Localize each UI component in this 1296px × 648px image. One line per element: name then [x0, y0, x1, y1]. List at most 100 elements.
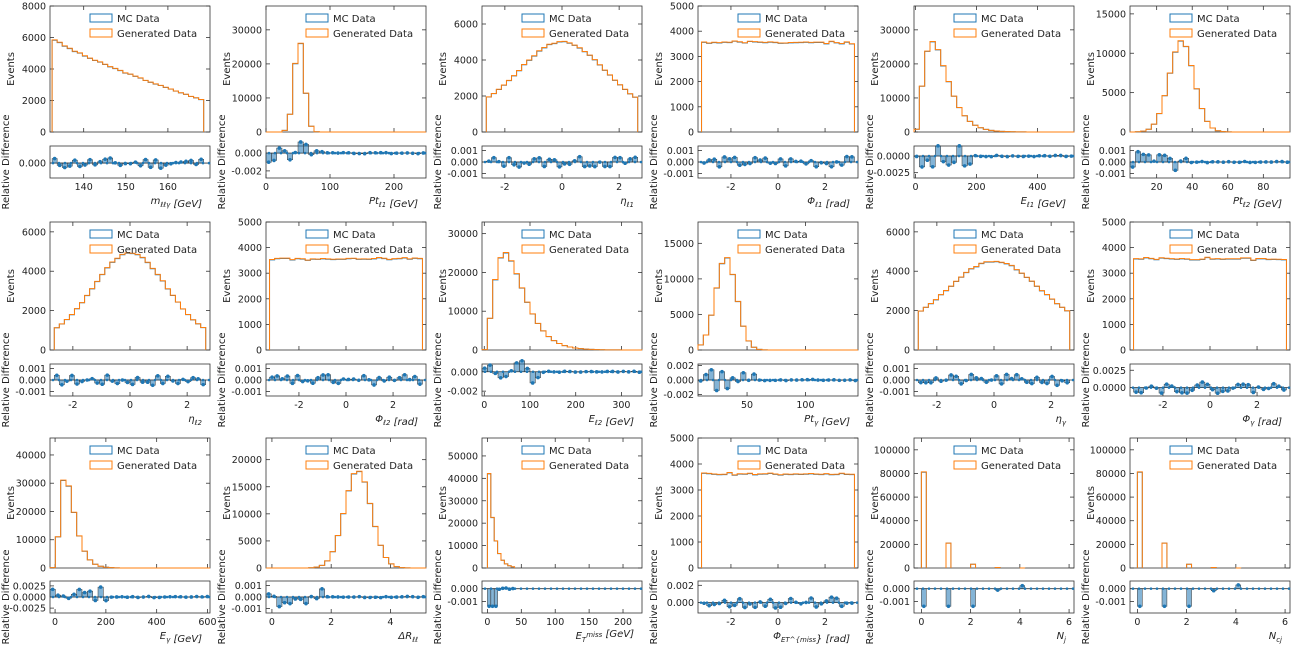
main-plot-frame	[265, 221, 427, 351]
ratio-point	[298, 597, 303, 602]
ratio-point	[176, 381, 180, 386]
ratio-point	[814, 605, 819, 609]
ratio-point-trail	[105, 378, 109, 382]
legend-label-mc: MC Data	[1197, 446, 1240, 457]
y-tick-label: 1000	[238, 320, 262, 331]
ratio-point-trail	[723, 378, 727, 382]
ratio-point-trail	[597, 587, 601, 590]
ratio-point	[1248, 160, 1252, 165]
ratio-point	[384, 594, 388, 599]
legend-swatch-generated	[1169, 460, 1193, 470]
ratio-point	[1173, 168, 1178, 173]
y-tick-label: 1000	[1102, 320, 1126, 331]
ratio-point-trail	[1011, 587, 1015, 590]
y-tick-label: 3000	[1102, 269, 1126, 280]
y-tick-label: 20000	[16, 507, 46, 518]
chart-panel-15: 0 10000 20000 30000 40000 50000 Events MC Data G…	[433, 437, 643, 645]
ratio-y-tick-label: 0.000	[19, 376, 46, 387]
ratio-point-trail	[915, 378, 919, 382]
y-axis-label-events: Events	[222, 486, 233, 520]
y-tick-label: 10000	[448, 541, 478, 552]
ratio-point-trail	[417, 378, 421, 382]
ratio-point-trail	[489, 370, 493, 374]
ratio-point-trail	[729, 378, 733, 382]
ratio-point-trail	[921, 378, 925, 382]
main-plot-frame	[49, 437, 211, 569]
ratio-point-trail	[933, 587, 937, 590]
ratio-point-trail	[111, 378, 115, 382]
ratio-point	[773, 378, 778, 383]
chart-panel-7: 0 2000 4000 6000 Events MC Data Generated Data…	[1, 221, 211, 428]
ratio-point	[397, 375, 402, 380]
ratio-point-trail	[1185, 160, 1189, 164]
ratio-point-trail	[567, 587, 571, 590]
ratio-y-tick-label: -0.0025	[873, 168, 910, 179]
ratio-point-trail	[291, 151, 295, 155]
ratio-point	[75, 382, 79, 386]
ratio-point	[125, 380, 130, 385]
ratio-point-trail	[1173, 160, 1177, 164]
ratio-point-trail	[825, 378, 829, 382]
ratio-point	[717, 165, 722, 169]
legend-swatch-mc	[737, 229, 761, 239]
ratio-point	[162, 595, 167, 599]
ratio-point-trail	[195, 378, 199, 382]
ratio-point-trail	[141, 161, 145, 165]
ratio-point	[1146, 153, 1151, 157]
y-axis-label-events: Events	[222, 269, 233, 303]
ratio-point-trail	[933, 378, 937, 382]
y-tick-label: 15000	[232, 482, 262, 493]
ratio-point	[633, 155, 637, 160]
y-tick-label: 0	[1120, 564, 1126, 575]
ratio-point	[839, 604, 844, 609]
x-tick-label: 0	[918, 617, 924, 628]
ratio-point-trail	[405, 595, 409, 599]
ratio-point-trail	[621, 587, 625, 590]
ratio-point-trail	[825, 601, 829, 604]
x-axis-label: Ptℓ2 [GeV]	[1233, 196, 1282, 210]
legend-swatch-mc	[89, 229, 113, 239]
generated-data-histogram	[913, 41, 1074, 133]
ratio-point-trail	[1227, 386, 1231, 389]
ratio-point-trail	[561, 370, 565, 374]
ratio-point-trail	[399, 378, 403, 382]
ratio-point	[522, 161, 526, 165]
ratio-point-trail	[831, 160, 835, 164]
ratio-point	[277, 604, 282, 609]
ratio-point	[920, 165, 924, 169]
ratio-point	[704, 372, 708, 377]
ratio-plot-frame	[481, 580, 643, 614]
ratio-point-trail	[153, 161, 157, 165]
ratio-point	[1169, 384, 1174, 388]
legend-label-mc: MC Data	[549, 230, 592, 241]
ratio-point	[77, 587, 82, 592]
ratio-point	[1019, 377, 1024, 381]
x-tick-label: 2	[968, 617, 974, 628]
legend-label-mc: MC Data	[765, 230, 808, 241]
ratio-point	[737, 163, 742, 168]
ratio-point	[326, 372, 330, 377]
y-tick-label: 30000	[448, 229, 478, 240]
ratio-point-trail	[999, 378, 1003, 382]
ratio-point	[311, 381, 315, 386]
ratio-point-trail	[951, 378, 955, 382]
y-tick-label: 6000	[454, 20, 478, 31]
legend-label-generated: Generated Data	[981, 29, 1061, 40]
ratio-point	[378, 150, 383, 155]
ratio-point	[994, 373, 999, 378]
label-part: N	[1269, 631, 1277, 642]
ratio-point-trail	[987, 154, 991, 158]
ratio-point-trail	[765, 601, 769, 604]
ratio-point-trail	[609, 160, 613, 164]
y-tick-label: 0	[688, 346, 694, 357]
ratio-point	[90, 376, 94, 381]
ratio-point-trail	[333, 151, 337, 155]
ratio-point-trail	[609, 370, 613, 374]
x-tick-label: -2	[500, 182, 509, 193]
ratio-point-trail	[1143, 587, 1147, 590]
ratio-point-trail	[939, 587, 943, 590]
legend-swatch-mc	[89, 445, 113, 455]
ratio-point-trail	[591, 370, 595, 374]
y-tick-label: 5000	[238, 218, 262, 229]
ratio-point-trail	[417, 151, 421, 155]
